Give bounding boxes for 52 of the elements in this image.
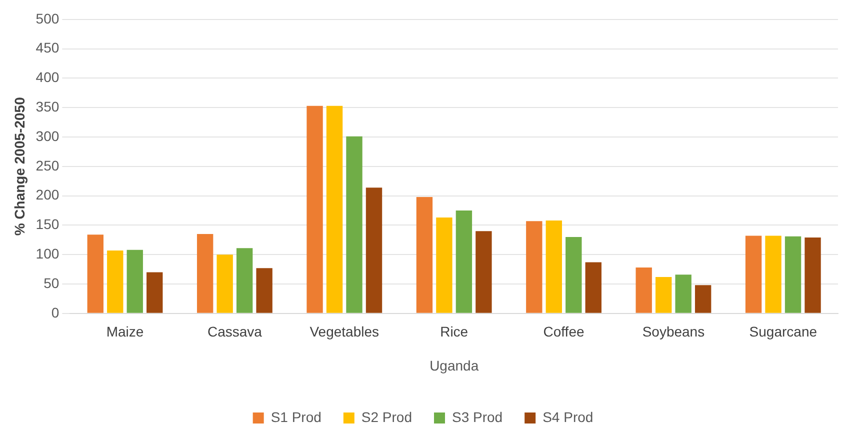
bar [745, 236, 762, 313]
x-tick-label: Vegetables [310, 324, 380, 340]
bar [476, 231, 492, 313]
y-tick-label: 500 [36, 10, 60, 26]
bar [804, 238, 821, 313]
x-tick-label: Maize [106, 324, 144, 340]
x-tick-label: Soybeans [642, 324, 705, 340]
legend-label: S3 Prod [452, 408, 503, 425]
bar [694, 285, 712, 313]
bar [436, 218, 452, 313]
legend-label: S4 Prod [542, 408, 594, 425]
y-tick-label: 350 [36, 98, 60, 114]
y-tick-label: 300 [36, 128, 60, 144]
y-tick-label: 100 [36, 245, 60, 262]
bar [216, 254, 233, 313]
y-tick-label: 200 [36, 186, 60, 203]
x-tick-label: Sugarcane [749, 324, 818, 340]
x-axis-title: Uganda [430, 357, 479, 374]
legend-label: S2 Prod [361, 408, 412, 425]
bar [526, 221, 542, 313]
bar [146, 272, 163, 313]
y-axis-title: % Change 2005-2050 [11, 96, 28, 236]
bar [585, 262, 602, 313]
legend-label: S1 Prod [270, 408, 322, 425]
bar [256, 268, 272, 313]
x-tick-label: Cassava [207, 324, 262, 340]
bar [546, 220, 562, 313]
bar [675, 274, 692, 313]
bar [416, 196, 433, 313]
y-tick-label: 250 [36, 157, 60, 174]
bar [87, 234, 104, 313]
x-tick-label: Coffee [543, 324, 584, 340]
bar [107, 250, 124, 313]
bar [765, 236, 782, 313]
bar [636, 268, 652, 313]
x-tick-label: Rice [440, 324, 468, 340]
bar [655, 276, 672, 313]
y-tick-label: 0 [51, 304, 60, 320]
bar [346, 136, 362, 313]
y-tick-label: 150 [36, 216, 60, 232]
bar [566, 236, 582, 313]
bar [126, 250, 143, 313]
bar [196, 234, 214, 313]
bar [236, 248, 253, 313]
bar [366, 188, 382, 313]
bar [784, 236, 802, 313]
bar [456, 210, 472, 313]
bar [326, 106, 343, 313]
bar [306, 106, 323, 313]
y-tick-label: 450 [36, 40, 60, 56]
y-tick-label: 400 [36, 69, 60, 86]
y-tick-label: 50 [44, 274, 60, 291]
